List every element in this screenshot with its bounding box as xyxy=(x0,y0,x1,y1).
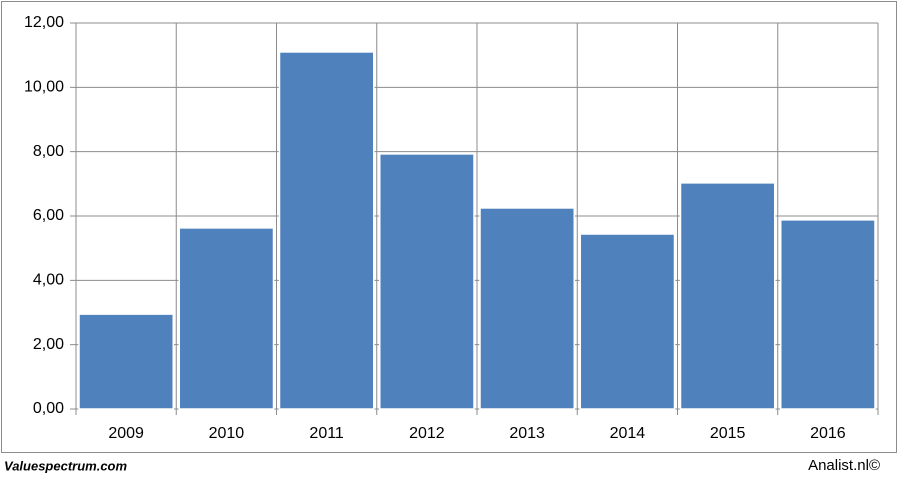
x-tick-label: 2015 xyxy=(710,425,746,442)
y-tick-label: 4,00 xyxy=(33,272,64,289)
x-tick-label: 2012 xyxy=(409,425,445,442)
y-tick-label: 2,00 xyxy=(33,336,64,353)
x-tick-label: 2011 xyxy=(309,425,344,442)
y-tick-label: 8,00 xyxy=(33,143,64,160)
x-tick-label: 2010 xyxy=(209,425,245,442)
bar xyxy=(78,313,174,410)
y-tick-label: 6,00 xyxy=(33,207,64,224)
bar xyxy=(679,182,776,410)
bar xyxy=(379,153,475,410)
x-tick-label: 2013 xyxy=(509,425,545,442)
x-tick-label: 2014 xyxy=(610,425,646,442)
y-tick-label: 0,00 xyxy=(33,400,64,417)
bar xyxy=(780,219,876,410)
bar xyxy=(178,227,275,410)
y-tick-label: 10,00 xyxy=(24,79,64,96)
source-right: Analist.nl© xyxy=(808,457,880,474)
bar xyxy=(479,207,575,410)
bar xyxy=(579,233,676,410)
y-tick-label: 12,00 xyxy=(24,14,64,31)
bar xyxy=(278,51,375,410)
x-tick-label: 2016 xyxy=(810,425,846,442)
source-left: Valuespectrum.com xyxy=(4,458,128,473)
x-tick-label: 2009 xyxy=(108,425,144,442)
